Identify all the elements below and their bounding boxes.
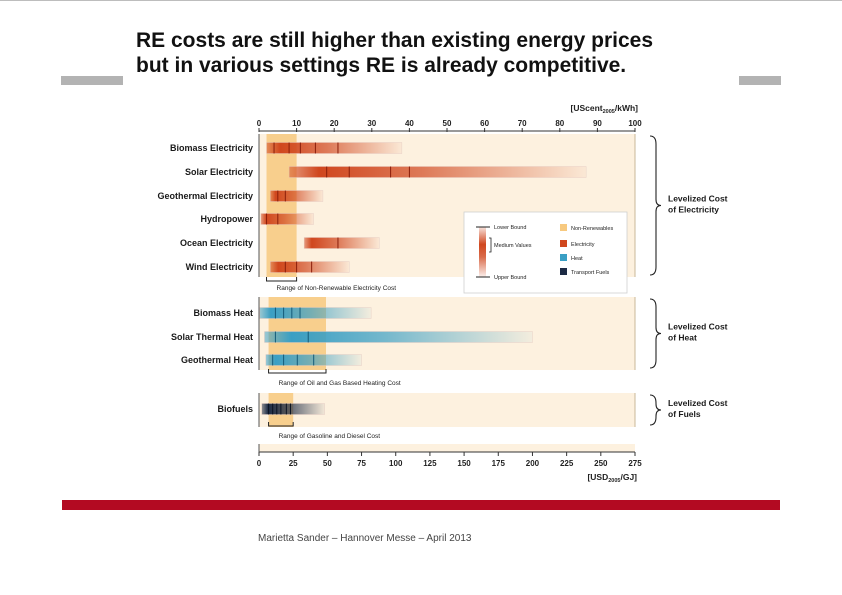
non-renewable-note-electricity: Range of Non-Renewable Electricity Cost xyxy=(277,285,397,292)
group-brace-fuels xyxy=(649,394,662,426)
range-bar-hydropower xyxy=(260,213,314,225)
legend-swatch-electricity xyxy=(560,240,567,247)
group-label-heat-line-2: of Heat xyxy=(668,333,697,343)
top-axis-tick-label-70: 70 xyxy=(518,119,527,128)
range-bar-biomass-electricity xyxy=(266,142,403,154)
top-divider-line xyxy=(0,0,842,1)
group-brace-heat xyxy=(649,298,662,369)
bottom-axis-tick-label-250: 250 xyxy=(594,459,608,468)
bottom-axis-tick-label-75: 75 xyxy=(357,459,366,468)
top-axis-tick-label-20: 20 xyxy=(330,119,339,128)
top-axis-tick-label-30: 30 xyxy=(367,119,376,128)
bottom-axis-strip xyxy=(259,444,635,452)
left-gray-accent-bar xyxy=(61,76,123,85)
range-bar-biofuels xyxy=(261,403,325,415)
slide-title-line-2: but in various settings RE is already co… xyxy=(136,54,627,77)
legend-upper-bound-label: Upper Bound xyxy=(494,275,526,281)
legend-range-swatch xyxy=(479,227,486,277)
row-label-ocean-electricity: Ocean Electricity xyxy=(180,238,253,248)
row-label-geothermal-electricity: Geothermal Electricity xyxy=(157,191,253,201)
footer-red-band xyxy=(62,500,780,510)
range-bar-geothermal-electricity xyxy=(270,190,324,202)
non-renewable-note-heat: Range of Oil and Gas Based Heating Cost xyxy=(279,380,401,387)
group-label-electricity-line-1: Levelized Cost xyxy=(668,194,728,204)
bottom-axis-label: [USD2005/GJ] xyxy=(587,472,637,484)
row-label-geothermal-heat: Geothermal Heat xyxy=(181,355,253,365)
top-axis-tick-label-100: 100 xyxy=(628,119,642,128)
legend-medium-values-label: Medium Values xyxy=(494,243,532,249)
top-axis-tick-label-90: 90 xyxy=(593,119,602,128)
bottom-axis-tick-label-275: 275 xyxy=(628,459,642,468)
row-label-biomass-heat: Biomass Heat xyxy=(193,308,253,318)
bottom-axis-tick-label-25: 25 xyxy=(289,459,298,468)
bottom-axis-tick-label-125: 125 xyxy=(423,459,437,468)
legend-box xyxy=(463,211,628,294)
slide-title: RE costs are still higher than existing … xyxy=(136,28,736,78)
top-axis-label: [UScent2005/kWh] xyxy=(570,103,638,115)
range-bar-biomass-heat xyxy=(259,307,372,319)
row-label-solar-thermal-heat: Solar Thermal Heat xyxy=(171,332,253,342)
range-bar-ocean-electricity xyxy=(303,237,380,249)
bottom-axis-tick-label-175: 175 xyxy=(492,459,506,468)
right-gray-accent-bar xyxy=(739,76,781,85)
footer-text: Marietta Sander – Hannover Messe – April… xyxy=(258,533,472,544)
row-label-solar-electricity: Solar Electricity xyxy=(185,167,253,177)
bottom-axis-tick-label-50: 50 xyxy=(323,459,332,468)
slide-title-line-1: RE costs are still higher than existing … xyxy=(136,29,654,52)
range-bar-solar-thermal-heat xyxy=(264,331,533,343)
row-label-biofuels: Biofuels xyxy=(217,404,253,414)
legend-swatch-heat xyxy=(560,254,567,261)
range-bar-solar-electricity xyxy=(288,166,587,178)
legend-swatch-non-renewables xyxy=(560,224,567,231)
range-bar-wind-electricity xyxy=(270,261,350,273)
group-label-heat-line-1: Levelized Cost xyxy=(668,322,728,332)
non-renewable-note-fuels: Range of Gasoline and Diesel Cost xyxy=(279,433,381,440)
non-renewable-bracket-electricity xyxy=(266,277,298,282)
non-renewable-bracket-fuels xyxy=(268,422,294,427)
row-label-hydropower: Hydropower xyxy=(200,214,253,224)
top-axis-tick-label-10: 10 xyxy=(292,119,301,128)
group-label-electricity-line-2: of Electricity xyxy=(668,205,719,215)
legend-label-heat: Heat xyxy=(571,256,583,262)
bottom-axis-tick-label-150: 150 xyxy=(457,459,471,468)
top-axis-tick-label-80: 80 xyxy=(555,119,564,128)
legend-label-transport-fuels: Transport Fuels xyxy=(571,270,610,276)
non-renewable-band-electricity xyxy=(266,134,297,277)
top-axis-tick-label-40: 40 xyxy=(405,119,414,128)
group-brace-electricity xyxy=(649,135,662,276)
row-label-wind-electricity: Wind Electricity xyxy=(186,262,253,272)
bottom-axis-tick-label-100: 100 xyxy=(389,459,403,468)
legend-label-non-renewables: Non-Renewables xyxy=(571,226,613,232)
legend-medium-bracket xyxy=(489,237,492,253)
legend-swatch-transport-fuels xyxy=(560,268,567,275)
bottom-axis-tick-label-0: 0 xyxy=(257,459,262,468)
group-label-fuels-line-2: of Fuels xyxy=(668,409,701,419)
legend-label-electricity: Electricity xyxy=(571,242,595,248)
row-label-biomass-electricity: Biomass Electricity xyxy=(170,143,253,153)
top-axis-tick-label-50: 50 xyxy=(443,119,452,128)
bottom-axis-tick-label-200: 200 xyxy=(526,459,540,468)
bottom-axis-tick-label-225: 225 xyxy=(560,459,574,468)
group-label-fuels-line-1: Levelized Cost xyxy=(668,398,728,408)
top-axis-tick-label-60: 60 xyxy=(480,119,489,128)
legend-lower-bound-label: Lower Bound xyxy=(494,225,526,231)
top-axis-tick-label-0: 0 xyxy=(257,119,262,128)
non-renewable-bracket-heat xyxy=(268,369,327,374)
